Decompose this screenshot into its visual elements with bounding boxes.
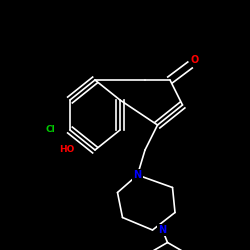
Text: N: N (158, 225, 166, 235)
Text: N: N (134, 170, 141, 180)
Text: HO: HO (60, 146, 75, 154)
Text: O: O (191, 55, 199, 65)
Text: Cl: Cl (45, 126, 55, 134)
